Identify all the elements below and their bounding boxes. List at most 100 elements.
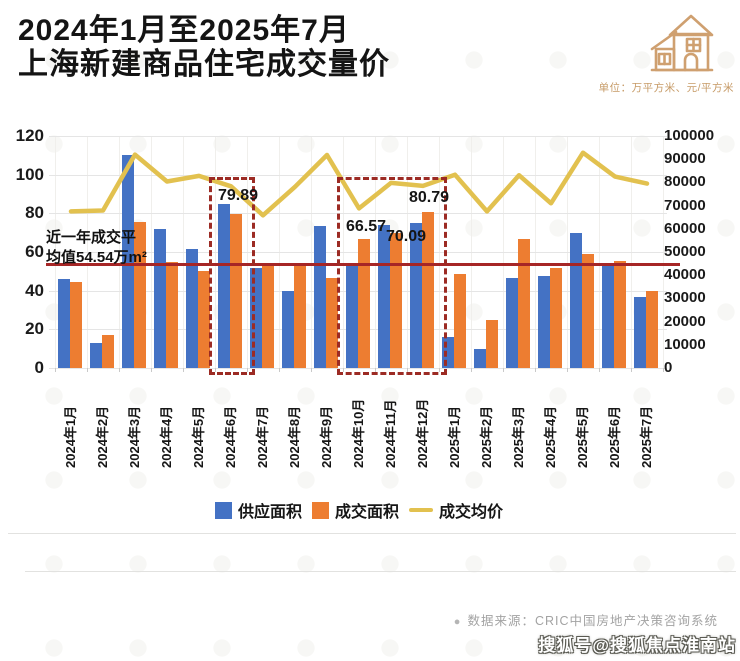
- supply-area-bar: [634, 296, 646, 368]
- separator-line-top: [8, 533, 736, 534]
- deal-area-bar: [326, 278, 338, 368]
- right-axis-tick-label: 0: [664, 359, 673, 376]
- x-axis-label: 2024年2月: [95, 405, 110, 468]
- x-axis-label: 2024年9月: [319, 405, 334, 468]
- gridline: [49, 368, 667, 369]
- left-axis-tick-label: 100: [15, 164, 44, 184]
- x-axis-label: 2025年6月: [607, 405, 622, 468]
- x-axis-label: 2024年4月: [159, 405, 174, 468]
- x-axis-tick: [599, 368, 600, 372]
- separator-line-bottom: [25, 571, 736, 572]
- legend-label: 成交面积: [334, 504, 399, 521]
- supply-area-bar: [90, 342, 102, 368]
- page-title: 2024年1月至2025年7月 上海新建商品住宅成交量价: [18, 14, 390, 82]
- x-axis-tick: [503, 368, 504, 372]
- supply-area-bar: [474, 348, 486, 368]
- x-axis-tick: [279, 368, 280, 372]
- deal-area-bar: [518, 239, 530, 368]
- x-axis-label: 2024年12月: [415, 398, 430, 468]
- supply-area-bar: [570, 232, 582, 368]
- left-axis-tick-label: 120: [15, 126, 44, 145]
- supply-area-bar: [282, 290, 294, 368]
- title-line-1: 2024年1月至2025年7月: [18, 14, 350, 47]
- supply-area-bar: [602, 265, 614, 368]
- gridline: [49, 136, 667, 137]
- x-axis-label: 2025年1月: [447, 405, 462, 468]
- data-source-text: 数据来源：CRIC中国房地产决策咨询系统: [467, 614, 718, 628]
- legend-line-swatch: [409, 508, 433, 512]
- x-axis-tick: [439, 368, 440, 372]
- deal-area-bar: [422, 211, 434, 368]
- average-line-annotation: 近一年成交平 均值54.54万m²: [46, 228, 147, 268]
- x-axis-tick: [375, 368, 376, 372]
- supply-area-bar: [154, 228, 166, 368]
- supply-area-bar: [314, 225, 326, 368]
- x-axis-label: 2024年7月: [255, 405, 270, 468]
- x-axis-tick: [247, 368, 248, 372]
- supply-area-bar: [58, 279, 70, 368]
- bar-value-label: 70.09: [385, 228, 427, 245]
- x-axis-label: 2024年5月: [191, 405, 206, 468]
- right-axis-tick-label: 30000: [664, 289, 706, 307]
- left-axis-tick-label: 60: [25, 242, 44, 261]
- x-axis-tick: [183, 368, 184, 372]
- deal-area-bar: [454, 274, 466, 368]
- bar-value-label: 66.57: [345, 218, 387, 235]
- supply-area-bar: [506, 278, 518, 368]
- x-axis-label: 2024年6月: [223, 405, 238, 468]
- right-axis-tick-label: 100000: [664, 127, 715, 144]
- deal-area-bar: [134, 222, 146, 368]
- x-axis-tick: [631, 368, 632, 372]
- x-axis-tick: [119, 368, 120, 372]
- bullet-icon: ●: [453, 616, 462, 628]
- bar-value-label: 80.79: [408, 189, 450, 206]
- x-axis-tick: [215, 368, 216, 372]
- right-axis-tick-label: 80000: [664, 173, 706, 191]
- average-line: [46, 262, 680, 266]
- deal-area-bar: [102, 335, 114, 368]
- data-source: ● 数据来源：CRIC中国房地产决策咨询系统: [454, 610, 718, 629]
- left-axis-tick-label: 20: [25, 319, 44, 339]
- deal-area-bar: [614, 260, 626, 368]
- x-axis-tick: [567, 368, 568, 372]
- x-axis-label: 2024年11月: [383, 399, 398, 468]
- supply-area-bar: [218, 203, 230, 368]
- right-axis-tick-label: 60000: [664, 219, 706, 237]
- deal-area-bar: [70, 282, 82, 368]
- x-axis-label: 2025年3月: [511, 405, 526, 468]
- x-axis-tick: [663, 368, 664, 372]
- x-axis-tick: [471, 368, 472, 372]
- deal-area-bar: [166, 261, 178, 368]
- title-line-2: 上海新建商品住宅成交量价: [18, 48, 390, 81]
- x-axis-label: 2025年2月: [479, 405, 494, 468]
- legend-label: 供应面积: [237, 504, 302, 521]
- bar-value-label: 79.89: [217, 187, 259, 204]
- highlight-box: [209, 177, 255, 375]
- highlight-box: [337, 177, 447, 375]
- legend-square-swatch: [311, 501, 329, 519]
- left-axis-tick-label: 80: [25, 203, 44, 223]
- left-axis-tick-label: 40: [25, 280, 44, 300]
- average-annotation-line1: 近一年成交平: [46, 228, 137, 246]
- deal-area-bar: [358, 239, 370, 368]
- x-axis-label: 2025年7月: [639, 405, 654, 468]
- right-axis-tick-label: 10000: [664, 335, 706, 353]
- right-axis-tick-label: 40000: [664, 266, 706, 284]
- right-axis-tick-label: 90000: [664, 150, 706, 168]
- chart-legend: 供应面积 成交面积 成交均价: [55, 498, 663, 522]
- deal-area-bar: [646, 290, 658, 368]
- x-axis-label: 2024年3月: [127, 405, 142, 468]
- supply-area-bar: [538, 276, 550, 368]
- legend-item-area: 成交面积: [311, 498, 399, 522]
- x-axis-tick: [407, 368, 408, 372]
- legend-item-price: 成交均价: [409, 498, 503, 522]
- x-axis-label: 2025年5月: [575, 405, 590, 468]
- right-axis-tick-label: 20000: [664, 312, 706, 330]
- deal-area-bar: [262, 264, 274, 368]
- legend-square-swatch: [214, 501, 232, 519]
- deal-area-bar: [582, 253, 594, 368]
- deal-area-bar: [486, 319, 498, 368]
- watermark: 搜狐号@搜狐焦点淮南站: [538, 636, 736, 655]
- x-axis-tick: [343, 368, 344, 372]
